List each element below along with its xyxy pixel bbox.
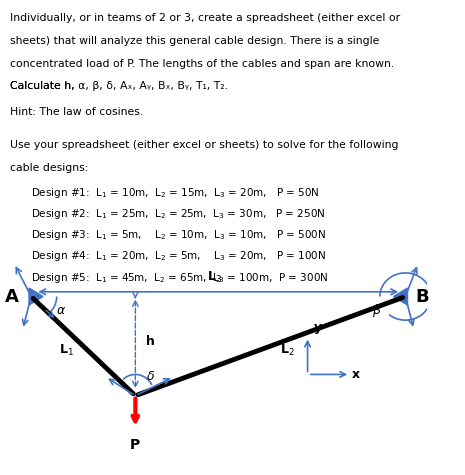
Polygon shape — [393, 288, 407, 305]
Text: Hint: The law of cosines.: Hint: The law of cosines. — [10, 107, 143, 117]
Text: cable designs:: cable designs: — [10, 163, 88, 173]
Text: Design #5:  L$_1$ = 45m,  L$_2$ = 65m,  L$_3$ = 100m,  P = 300N: Design #5: L$_1$ = 45m, L$_2$ = 65m, L$_… — [31, 271, 329, 285]
Text: A: A — [5, 287, 19, 305]
Text: Design #4:  L$_1$ = 20m,  L$_2$ = 5m,    L$_3$ = 20m,   P = 100N: Design #4: L$_1$ = 20m, L$_2$ = 5m, L$_3… — [31, 249, 326, 263]
Text: y: y — [314, 321, 322, 334]
Text: sheets) that will analyze this general cable design. There is a single: sheets) that will analyze this general c… — [10, 36, 379, 46]
Text: Calculate h, α, β, δ, Aₓ, Aᵧ, Bₓ, Bᵧ, T₁, T₂.: Calculate h, α, β, δ, Aₓ, Aᵧ, Bₓ, Bᵧ, T₁… — [10, 81, 228, 91]
Text: Calculate h,: Calculate h, — [10, 81, 78, 91]
Text: h: h — [146, 335, 155, 348]
Text: Design #3:  L$_1$ = 5m,    L$_2$ = 10m,  L$_3$ = 10m,   P = 500N: Design #3: L$_1$ = 5m, L$_2$ = 10m, L$_3… — [31, 228, 326, 242]
Text: x: x — [352, 368, 360, 381]
Text: δ: δ — [146, 370, 154, 383]
Text: Design #1:  L$_1$ = 10m,  L$_2$ = 15m,  L$_3$ = 20m,   P = 50N: Design #1: L$_1$ = 10m, L$_2$ = 15m, L$_… — [31, 186, 320, 199]
Text: Design #2:  L$_1$ = 25m,  L$_2$ = 25m,  L$_3$ = 30m,   P = 250N: Design #2: L$_1$ = 25m, L$_2$ = 25m, L$_… — [31, 207, 326, 221]
Text: L$_1$: L$_1$ — [59, 343, 73, 358]
Text: concentrated load of P. The lengths of the cables and span are known.: concentrated load of P. The lengths of t… — [10, 58, 394, 68]
Polygon shape — [29, 288, 43, 305]
Text: β: β — [372, 304, 379, 317]
Text: α: α — [57, 304, 65, 317]
Text: L$_3$: L$_3$ — [206, 270, 221, 285]
Text: L$_2$: L$_2$ — [280, 343, 295, 358]
Text: P: P — [130, 438, 140, 452]
Text: Use your spreadsheet (either excel or sheets) to solve for the following: Use your spreadsheet (either excel or sh… — [10, 140, 399, 150]
Text: B: B — [416, 287, 429, 305]
Text: Individually, or in teams of 2 or 3, create a spreadsheet (either excel or: Individually, or in teams of 2 or 3, cre… — [10, 13, 400, 23]
